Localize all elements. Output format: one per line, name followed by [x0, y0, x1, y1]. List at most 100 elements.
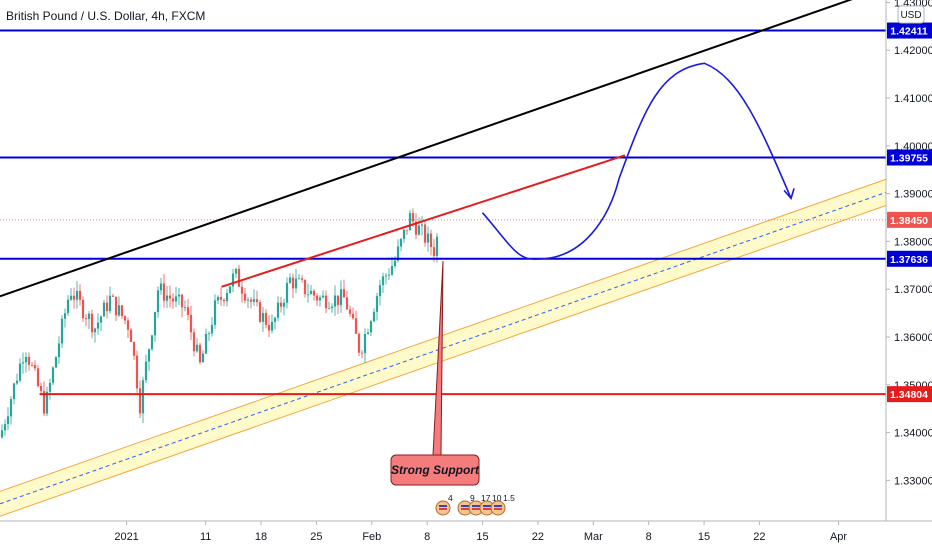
candle [339, 280, 343, 313]
candle-body [207, 333, 211, 335]
price-tick-label: 1.38000 [894, 236, 932, 248]
candle [270, 314, 274, 334]
time-tick-label: 25 [310, 531, 322, 543]
candle [309, 285, 313, 295]
candle [78, 284, 82, 306]
candle-body [81, 299, 85, 319]
candle [6, 407, 10, 431]
price-tag-label: 1.39755 [890, 152, 928, 164]
candle [384, 272, 388, 285]
candle-body [435, 236, 439, 256]
candle [213, 294, 217, 330]
candle-body [249, 299, 253, 302]
event-markers: 4 9 17 10 1.5 [435, 493, 515, 516]
event-marker: 4 [435, 493, 453, 516]
candle [375, 292, 379, 321]
flag-stripe-icon [439, 508, 447, 510]
candle [141, 376, 145, 424]
candle [60, 315, 64, 349]
candle-body [189, 314, 193, 333]
candle [321, 290, 325, 299]
candle-body [252, 299, 256, 302]
candle [249, 297, 253, 309]
event-count: 10 [492, 493, 502, 503]
candle-body [405, 229, 409, 231]
candle [0, 424, 4, 439]
candle-body [360, 352, 364, 354]
candle-body [417, 225, 421, 235]
candle-body [399, 238, 403, 247]
candle-body [297, 278, 301, 280]
price-tag-label: 1.34804 [890, 389, 928, 401]
candle-body [39, 386, 43, 392]
candle-body [339, 289, 343, 306]
candle [198, 343, 202, 365]
candle [57, 336, 61, 364]
candle [111, 293, 115, 298]
candle-body [414, 221, 418, 235]
candle-body [24, 356, 28, 363]
candle [330, 303, 334, 313]
candle [297, 273, 301, 280]
candle [360, 349, 364, 359]
candle-body [363, 333, 367, 354]
candle [429, 229, 433, 256]
candle-body [426, 233, 430, 243]
candle [276, 296, 280, 322]
currency-button[interactable]: USD [897, 5, 925, 24]
candle-body [270, 321, 274, 331]
candle-body [261, 313, 265, 322]
candle [105, 295, 109, 319]
price-tick-label: 1.43000 [894, 0, 932, 9]
projection-curve [481, 62, 792, 260]
candle [207, 331, 211, 341]
candle-body [240, 286, 244, 294]
time-tick-label: 11 [200, 531, 211, 543]
candle-body [390, 266, 394, 275]
time-tick-label: 2021 [114, 531, 138, 543]
candle [231, 268, 235, 293]
candle [96, 313, 100, 335]
price-tag-box [887, 149, 932, 166]
candle-body [33, 364, 37, 369]
candle-body [378, 285, 382, 297]
candle [255, 290, 259, 307]
candle-body [180, 294, 184, 308]
price-axis-panel[interactable] [886, 0, 932, 550]
candle-body [60, 318, 64, 344]
candle [99, 315, 103, 331]
candle-body [63, 313, 67, 319]
candle-body [183, 307, 187, 309]
candle [39, 382, 43, 395]
candle-body [15, 380, 19, 384]
candle [177, 288, 181, 306]
candle-body [93, 328, 97, 333]
candle-body [237, 268, 241, 287]
candle [45, 386, 49, 417]
candle-body [30, 364, 34, 366]
candle [336, 295, 340, 314]
candle-body [324, 295, 328, 309]
candle-body [264, 313, 268, 325]
candle-body [279, 302, 283, 307]
candle-body [213, 300, 217, 325]
candle [258, 299, 262, 324]
candle-body [273, 317, 277, 322]
candle [30, 361, 34, 367]
candle [162, 274, 166, 308]
candle [189, 305, 193, 340]
candle [120, 304, 124, 320]
candle-body [384, 275, 388, 277]
candle [264, 309, 268, 329]
price-tag-resistance-1: 1.42411 [887, 22, 932, 39]
candle-body [51, 367, 55, 383]
event-marker: 1.5 [490, 493, 515, 516]
candle-body [321, 295, 325, 298]
candle [228, 286, 232, 294]
candle-body [192, 332, 196, 352]
candle-body [99, 316, 103, 323]
candle-body [96, 322, 100, 329]
candle [90, 309, 94, 339]
candle [387, 268, 391, 281]
